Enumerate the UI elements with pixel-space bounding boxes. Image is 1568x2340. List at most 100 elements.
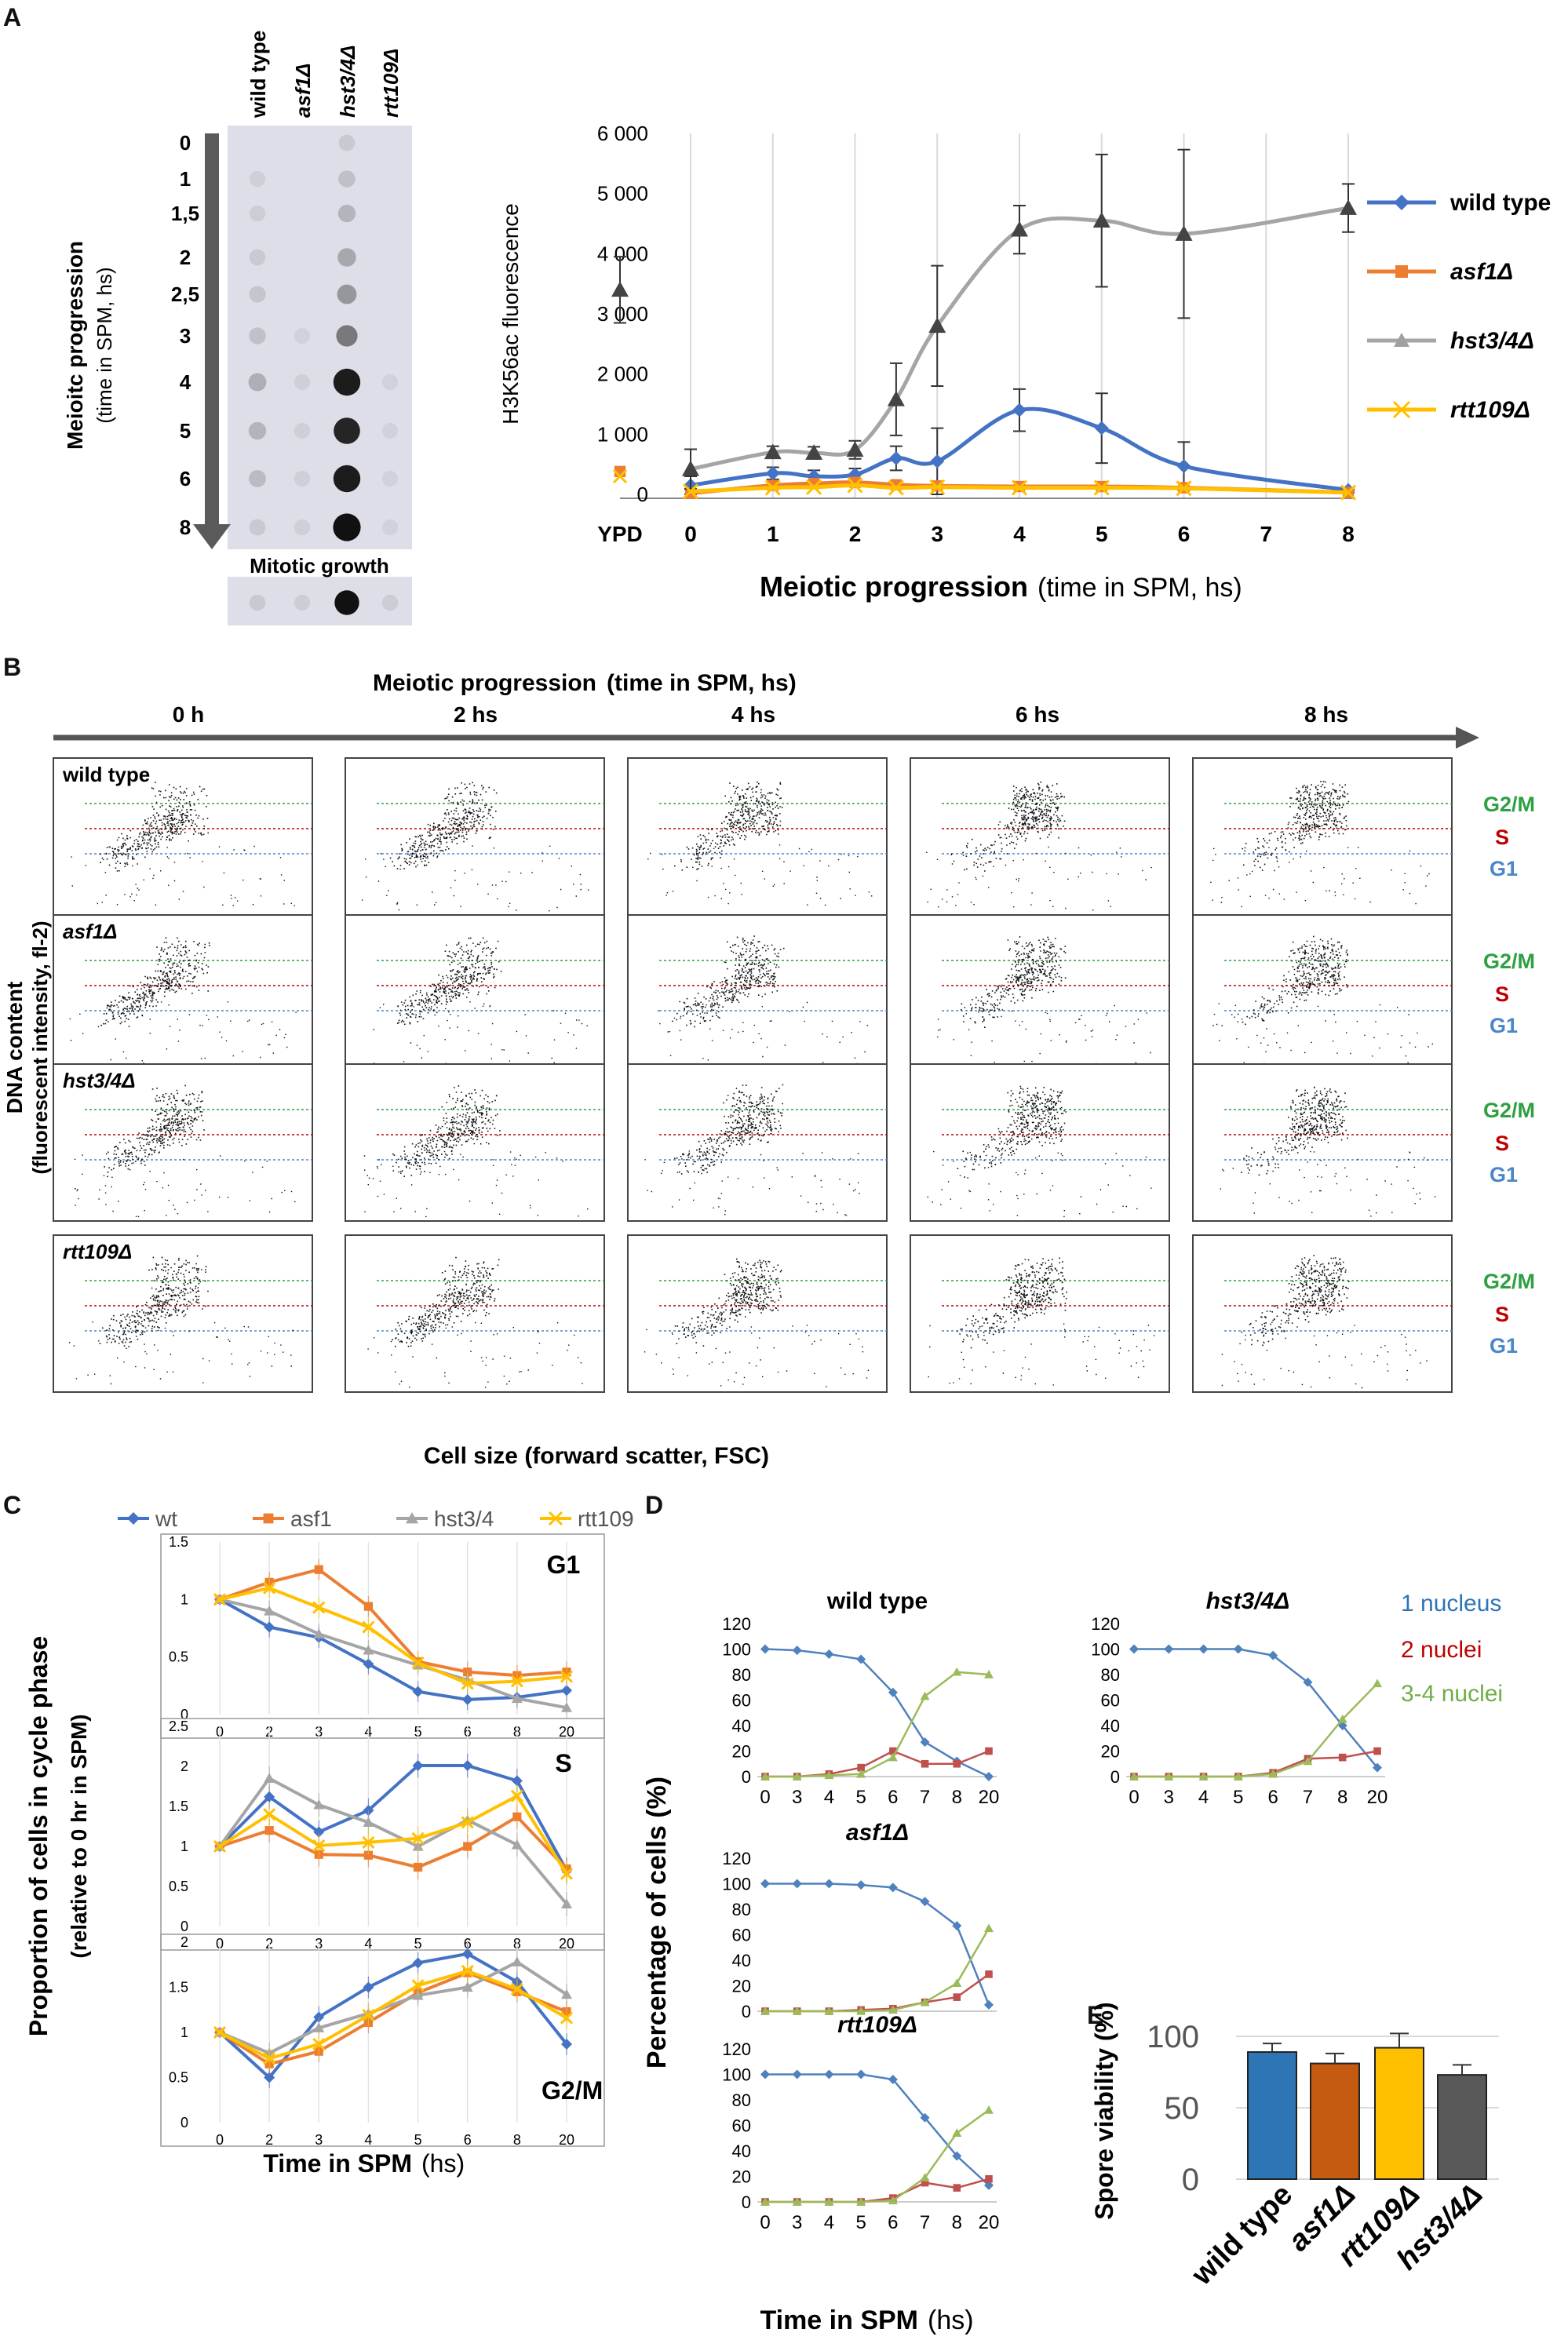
flow-plot-frame [910,914,1170,1073]
chart-a: 0 1 000 2 000 3 000 4 000 5 000 6 000 YPD 0 1 2 3 4 5… [498,122,1551,603]
mitotic-membrane [228,577,412,625]
x-tick-label: 3 [1164,1787,1174,1808]
data-point [1198,1644,1209,1654]
data-point [856,1654,866,1664]
data-point [888,2005,898,2014]
data-point [363,1981,374,1993]
data-point [1092,212,1110,228]
data-point [856,2069,866,2079]
y-tick-label: 2 000 [597,363,648,386]
data-point [461,1948,473,1959]
flow-plot [627,1063,888,1222]
marker-x-stroke [806,479,822,495]
data-point [263,1808,276,1821]
data-point [824,1879,834,1889]
data-point [953,1759,961,1768]
data-point [888,1883,898,1893]
x-tick-label: 5 [855,1787,866,1808]
gate-label-s: S [1495,826,1509,849]
data-point [760,1644,770,1654]
series-line [218,1764,568,1872]
data-point [312,1839,326,1853]
x-axis-label: Meiotic progression [760,570,1028,603]
y-tick-label: 0 [181,2115,188,2130]
y-tick-label: 60 [732,2116,751,2136]
data-point [1337,1714,1347,1723]
y-tick-label: 5 000 [597,182,648,206]
series-line [218,1794,568,1875]
blot-membrane [228,126,412,549]
marker-x-stroke [682,483,699,500]
data-point [1164,1644,1174,1654]
data-point [856,2006,866,2015]
y-tick-label: 0 [742,2002,751,2021]
data-point [888,451,903,465]
series-line [1134,1682,1378,1778]
timepoint-label: 4 hs [731,702,775,727]
y-tick-label: 100 [1091,1640,1120,1660]
flow-plot-frame [345,1063,605,1222]
marker-x-stroke [510,1675,523,1688]
bar [1310,2062,1360,2181]
blot-row-label: 3 [180,324,191,348]
x-tick-label: 4 [1198,1787,1209,1808]
blot-column-label: asf1Δ [291,64,315,118]
subplot-frame [160,1934,605,2147]
data-point [824,2197,834,2206]
marker-x-stroke [560,1867,574,1880]
marker-x-stroke [312,1601,326,1614]
x-tick-label: 4 [1013,522,1026,546]
x-axis-label-suffix: (hs) [421,2149,465,2178]
data-point [760,1879,770,1889]
blot-dot [249,286,266,303]
data-point [510,1789,523,1802]
data-point [888,2075,898,2084]
y-tick-label: 2 [181,1759,188,1774]
data-point [264,1826,274,1835]
x-axis-label-suffix: (hs) [928,2305,974,2335]
blot-dot [381,422,399,439]
x-axis-label-suffix: (time in SPM, hs) [1037,573,1242,603]
data-point [1373,1747,1381,1755]
marker-x-stroke [510,1789,523,1802]
blot-dot [338,134,356,151]
data-point [1268,1769,1278,1778]
data-point [792,2069,802,2079]
flow-plot-frame [1192,757,1453,916]
data-point [920,1737,930,1748]
flow-ylabel2: (fluorescent intensity, fl-2) [28,920,52,1174]
y-tick-label: 1.5 [169,1980,188,1996]
data-point [412,1759,424,1771]
x-tick-label: 2 [265,2132,273,2148]
data-point [363,1644,374,1655]
marker-x-stroke [548,1511,563,1526]
series-line [218,1952,568,2080]
data-point [824,2006,834,2015]
x-tick-label: 3 [792,1787,802,1808]
blot-dot [337,204,356,223]
series-line [764,1648,990,1778]
blot-row-label: 1,5 [171,202,199,225]
x-tick-label: 8 [952,2212,962,2233]
mitotic-dot [294,594,311,611]
marker-x-stroke [461,1677,474,1690]
data-point [760,2197,770,2206]
y-tick-label: 80 [732,2090,751,2110]
y-axis-label: Percentage of cells (%) [642,1777,672,2068]
data-point [213,1839,227,1853]
bar [1247,2051,1297,2181]
data-point [764,479,781,496]
y-tick-label: 120 [722,1614,751,1634]
series-line [219,1969,568,2061]
gate-label-g1: G1 [1490,857,1518,880]
timepoint-label: 6 hs [1016,702,1059,727]
data-point [264,1791,275,1802]
x-tick-label: 4 [364,2132,372,2148]
subplot: 0 20 40 60 80 100 120 0 3 4 5 6 7 8 20 hst3/4Δ [1091,1588,1387,1808]
event-dots [1210,781,1430,908]
y-tick-label: 4 000 [597,242,648,265]
series-line [219,1598,567,1701]
timepoint-label: 2 hs [454,702,498,727]
